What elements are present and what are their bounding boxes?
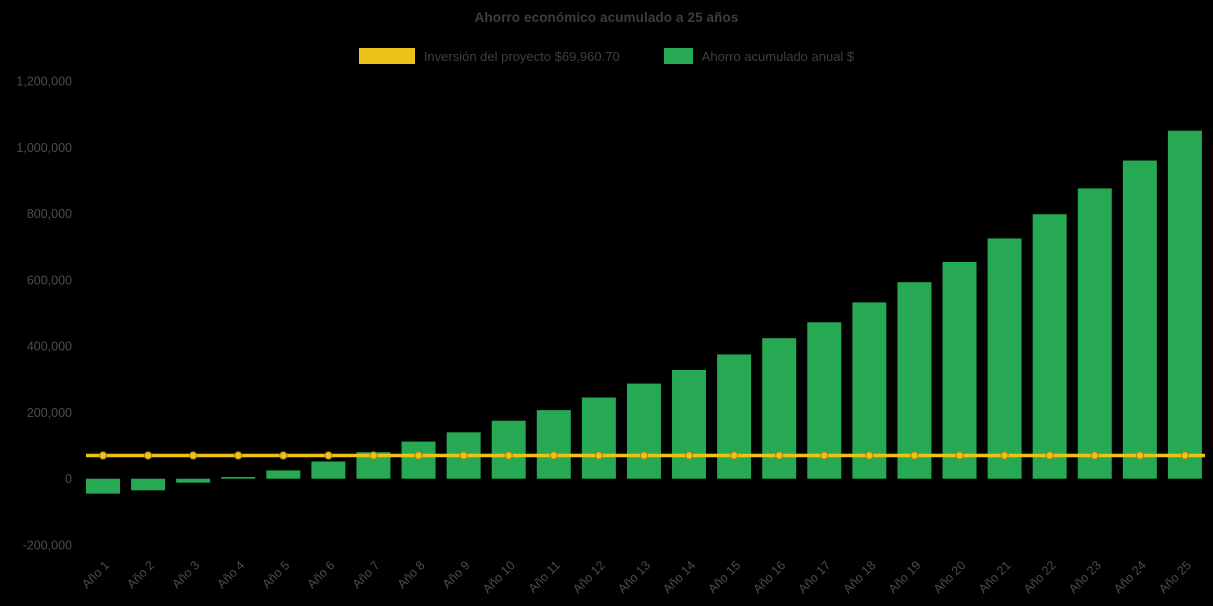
x-axis-label: Año 20	[931, 558, 969, 596]
x-axis-label: Año 17	[795, 558, 833, 596]
x-axis-label: Año 4	[214, 558, 247, 591]
investment-line-marker	[504, 451, 513, 460]
investment-line-marker	[1000, 451, 1009, 460]
investment-line-marker	[1045, 451, 1054, 460]
investment-line-marker	[775, 451, 784, 460]
bar-25	[1167, 130, 1202, 479]
y-tick-label: 400,000	[27, 340, 72, 354]
bar-19	[897, 282, 932, 479]
y-tick-label: 200,000	[27, 406, 72, 420]
bar-8	[401, 441, 436, 479]
investment-line-marker	[1090, 451, 1099, 460]
bar-4	[221, 477, 256, 479]
x-axis-label: Año 3	[169, 558, 202, 591]
investment-line-marker	[143, 451, 153, 460]
legend-label-savings: Ahorro acumulado anual $	[701, 48, 855, 64]
bar-18	[852, 302, 887, 479]
bar-6	[311, 461, 346, 479]
bar-22	[1032, 214, 1067, 479]
bar-11	[536, 410, 571, 479]
bar-20	[942, 261, 977, 479]
investment-line-marker	[459, 451, 468, 460]
investment-line-marker	[98, 451, 108, 460]
x-axis-label: Año 2	[124, 558, 157, 591]
investment-line-marker	[865, 451, 874, 460]
x-axis-label: Año 23	[1066, 558, 1104, 596]
investment-line-marker	[1135, 451, 1144, 460]
x-axis-label: Año 7	[350, 558, 383, 591]
x-axis-label: Año 25	[1156, 558, 1194, 596]
bar-24	[1122, 160, 1157, 479]
investment-line-marker	[955, 451, 964, 460]
bar-14	[672, 370, 707, 479]
x-axis-label: Año 16	[750, 558, 788, 596]
investment-line-marker	[369, 451, 378, 460]
bar-15	[717, 354, 752, 479]
x-axis-label: Año 1	[79, 558, 112, 591]
investment-line-marker	[279, 451, 288, 460]
y-tick-label: 600,000	[27, 273, 72, 287]
x-axis-label: Año 24	[1111, 558, 1149, 596]
x-axis-label: Año 11	[526, 558, 563, 595]
legend-swatch-investment	[358, 48, 415, 64]
investment-line-marker	[684, 451, 694, 460]
x-axis-label: Año 14	[660, 558, 698, 596]
investment-line-marker	[234, 451, 243, 460]
bar-21	[987, 238, 1022, 479]
bar-12	[581, 397, 616, 479]
bar-10	[491, 420, 526, 479]
legend-label-investment: Inversión del proyecto $69,960.70	[423, 48, 620, 64]
x-axis-label: Año 13	[615, 558, 653, 596]
bar-5	[266, 470, 301, 479]
x-axis-label: Año 5	[259, 558, 292, 591]
x-axis-label: Año 21	[976, 558, 1014, 596]
x-axis-label: Año 15	[705, 558, 743, 596]
investment-line-marker	[594, 451, 603, 460]
bar-13	[626, 383, 661, 479]
y-tick-label: 1,200,000	[16, 75, 72, 89]
investment-line-marker	[1180, 451, 1190, 460]
chart-title: Ahorro económico acumulado a 25 años	[474, 10, 739, 25]
y-tick-label: -200,000	[23, 539, 72, 553]
legend-item-investment[interactable]: Inversión del proyecto $69,960.70	[358, 48, 620, 64]
bar-2	[131, 478, 166, 491]
x-axis-label: Año 12	[570, 558, 608, 596]
y-tick-label: 1,000,000	[16, 141, 72, 155]
x-axis-label: Año 8	[395, 558, 428, 591]
investment-line-marker	[324, 451, 333, 460]
x-axis-label: Año 6	[305, 558, 338, 591]
y-tick-label: 800,000	[27, 207, 72, 221]
investment-line-marker	[820, 451, 829, 460]
x-axis-label: Año 19	[886, 558, 924, 596]
investment-line-marker	[549, 451, 558, 460]
investment-line-marker	[910, 451, 919, 460]
legend-item-savings[interactable]: Ahorro acumulado anual $	[663, 48, 855, 64]
x-axis-label: Año 18	[841, 558, 879, 596]
chart-legend: Inversión del proyecto $69,960.70 Ahorro…	[0, 48, 1213, 64]
x-axis-label: Año 9	[440, 558, 473, 591]
x-axis-label: Año 22	[1021, 558, 1059, 596]
y-tick-label: 0	[65, 472, 72, 486]
investment-line-marker	[639, 451, 649, 460]
investment-line-marker	[414, 451, 423, 460]
bar-1	[86, 478, 120, 494]
bar-23	[1077, 188, 1112, 479]
investment-line-marker	[189, 451, 198, 460]
x-axis-label: Año 10	[480, 558, 518, 596]
investment-line-marker	[730, 451, 739, 460]
legend-swatch-savings	[663, 48, 693, 64]
bar-3	[176, 478, 211, 483]
